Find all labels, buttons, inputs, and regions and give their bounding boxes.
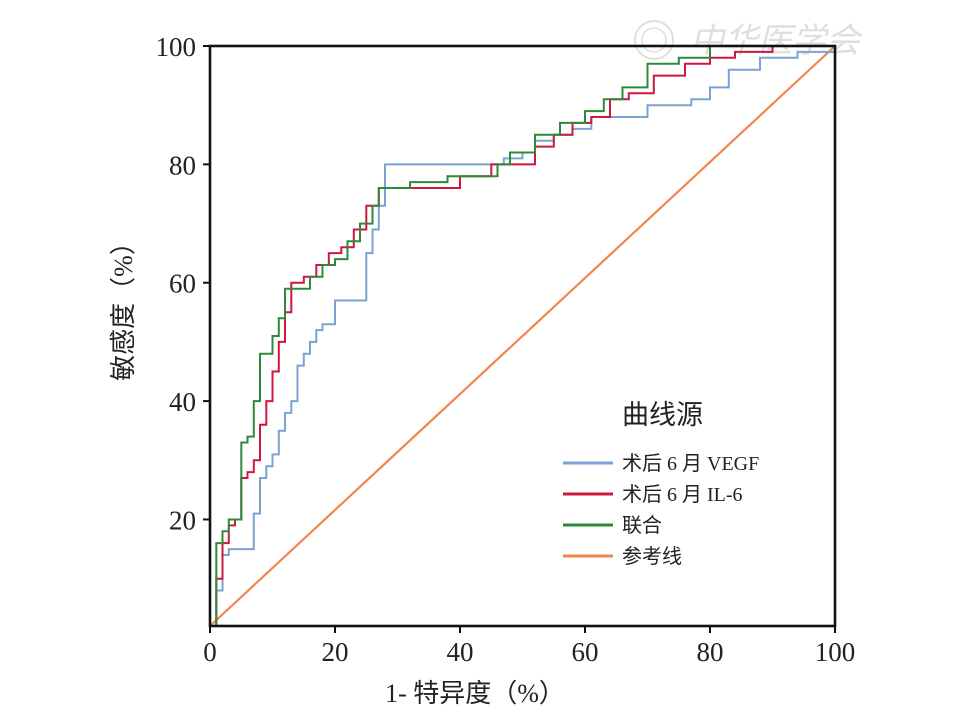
watermark-seal-icon bbox=[634, 20, 674, 60]
watermark-seal: 中华医学会 bbox=[634, 20, 864, 60]
plot-frame bbox=[208, 44, 837, 628]
x-tick-label: 40 bbox=[447, 637, 474, 667]
y-tick-label: 80 bbox=[169, 150, 196, 180]
x-tick-label: 100 bbox=[815, 637, 856, 667]
curves-group bbox=[209, 45, 836, 627]
legend-label: 参考线 bbox=[622, 545, 682, 568]
y-tick-label: 40 bbox=[169, 387, 196, 417]
series-line-1 bbox=[210, 45, 835, 627]
legend-label: 联合 bbox=[622, 514, 662, 537]
series-line-3 bbox=[209, 45, 836, 627]
watermark-seal-inner-icon bbox=[641, 27, 667, 53]
y-tick-label: 20 bbox=[169, 505, 196, 535]
x-axis: 0 20 40 60 80 100 bbox=[203, 626, 855, 667]
x-tick-label: 60 bbox=[572, 637, 599, 667]
series-line-0 bbox=[210, 50, 835, 627]
y-axis-title: 敏感度（%） bbox=[109, 229, 138, 381]
x-tick-label: 0 bbox=[203, 637, 217, 667]
watermark-text: 中华医学会 bbox=[690, 23, 864, 60]
series-line-2 bbox=[210, 45, 835, 627]
y-tick-label: 60 bbox=[169, 269, 196, 299]
y-axis: 20 40 60 80 100 bbox=[156, 32, 210, 535]
x-tick-label: 80 bbox=[697, 637, 724, 667]
y-tick-label: 100 bbox=[156, 32, 197, 62]
x-tick-label: 20 bbox=[322, 637, 349, 667]
legend-label: 术后 6 月 IL-6 bbox=[622, 483, 743, 506]
x-axis-title: 1- 特异度（%） bbox=[385, 679, 565, 708]
legend-title: 曲线源 bbox=[622, 400, 703, 430]
legend-label: 术后 6 月 VEGF bbox=[622, 452, 759, 475]
